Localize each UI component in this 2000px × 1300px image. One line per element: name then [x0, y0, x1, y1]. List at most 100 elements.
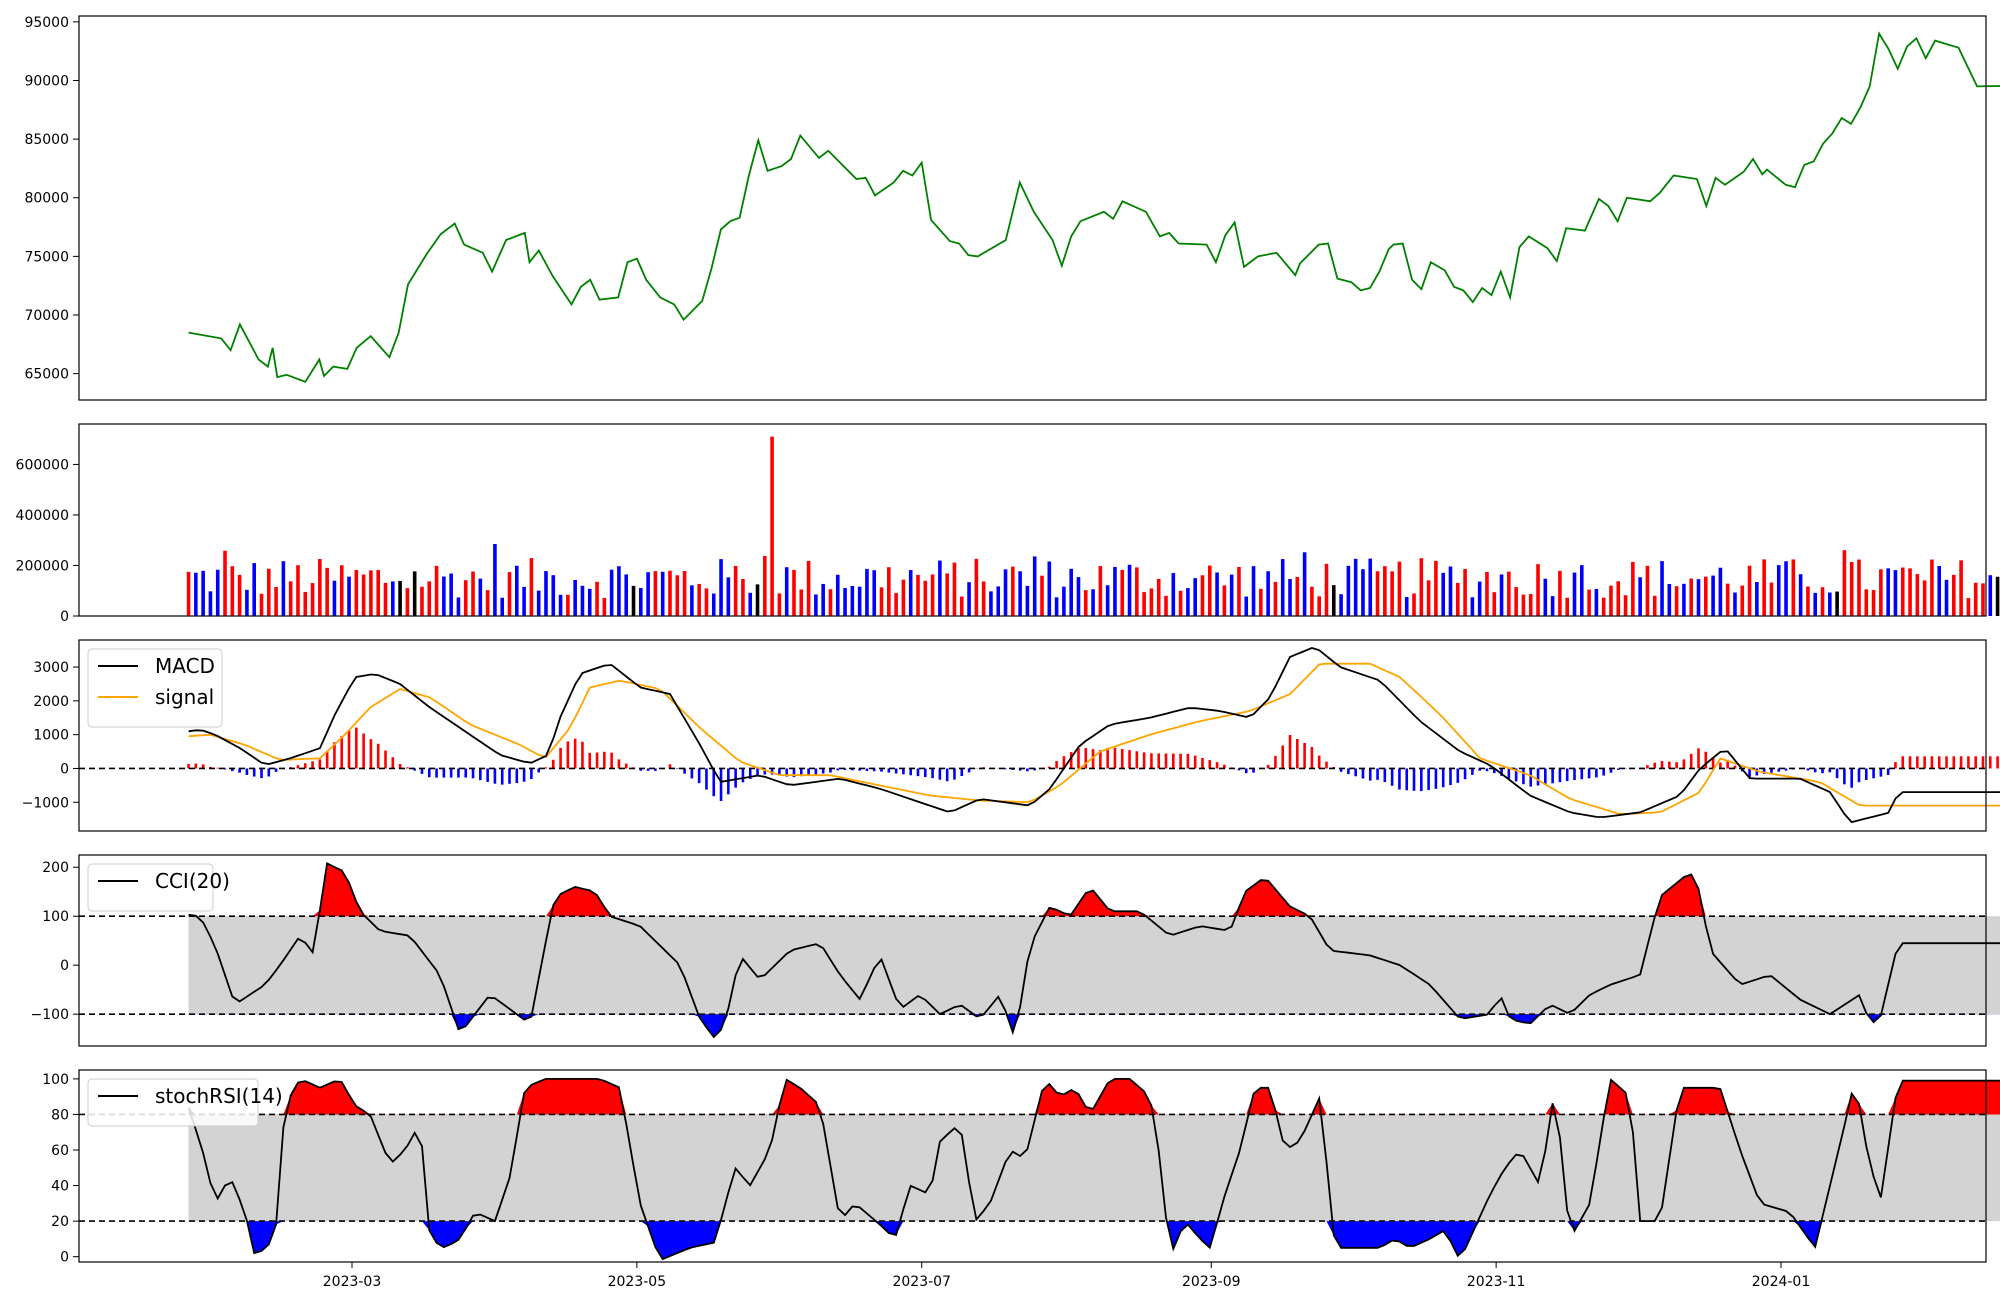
volume-bar [726, 577, 731, 616]
macd-histogram-bar [697, 768, 701, 784]
panel-3-frame [78, 639, 1987, 832]
volume-bar [369, 570, 373, 616]
volume-bar [442, 576, 446, 616]
macd-histogram-bar [1449, 768, 1452, 786]
y-tick-label: 0 [60, 761, 69, 777]
volume-bar [1528, 594, 1533, 616]
volume-bar [1609, 585, 1613, 616]
macd-histogram-bar [785, 768, 788, 777]
volume-bar [1164, 595, 1168, 616]
y-tick-label: 40 [51, 1179, 69, 1195]
macd-histogram-bar [1500, 768, 1503, 776]
volume-bar [1558, 570, 1562, 616]
volume-bar [916, 574, 920, 616]
macd-histogram-bar [231, 768, 234, 772]
volume-bar [1011, 566, 1015, 616]
macd-histogram-bar [1967, 756, 1970, 769]
volume-bar [405, 588, 410, 616]
volume-bar [1514, 587, 1518, 616]
macd-histogram-bar [748, 768, 752, 780]
volume-bar [1244, 596, 1249, 616]
volume-bar [1915, 574, 1920, 616]
macd-histogram-bar [690, 768, 694, 779]
volume-bar [186, 571, 191, 616]
y-tick-label: 60 [51, 1143, 69, 1159]
volume-bar [456, 597, 461, 616]
volume-bar [529, 558, 534, 616]
volume-bar [952, 562, 957, 616]
volume-bar [1441, 572, 1445, 616]
volume-bar [1908, 568, 1912, 616]
macd-histogram-bar [1784, 768, 1788, 771]
macd-histogram-bar [1412, 768, 1416, 791]
volume-bar [967, 582, 971, 616]
volume-bar [1266, 571, 1270, 616]
y-tick-label: 200 [42, 860, 69, 876]
macd-histogram-bar [1704, 751, 1708, 769]
volume-bar [1288, 579, 1292, 616]
macd-histogram [187, 727, 1999, 801]
macd-histogram-bar [1471, 768, 1474, 775]
macd-histogram-bar [1179, 753, 1182, 769]
panel-4-frame [78, 854, 1987, 1047]
stoch-line [187, 1078, 2000, 1261]
volume-bar [1361, 569, 1365, 616]
volume-bar [361, 574, 366, 616]
y-tick-label: 100 [42, 909, 69, 925]
volume-bar [879, 587, 884, 616]
macd-histogram-bar [639, 768, 643, 771]
volume-bar [1791, 559, 1796, 616]
macd-histogram-bar [347, 730, 351, 769]
volume-bar [434, 565, 439, 616]
macd-histogram-bar [1843, 768, 1846, 785]
volume-bar [1237, 566, 1241, 616]
volume-bar [1988, 575, 1993, 616]
macd-histogram-bar [245, 768, 249, 775]
volume-bar [1762, 559, 1766, 616]
volume-bar [792, 569, 796, 616]
y-tick-label: 0 [60, 958, 69, 974]
macd-histogram-bar [675, 768, 679, 769]
volume-bar [1135, 567, 1139, 616]
macd-histogram-bar [464, 768, 468, 778]
macd-histogram-bar [1303, 742, 1306, 769]
volume-bar [1572, 572, 1577, 616]
volume-bar [1331, 585, 1336, 616]
volume-bar [507, 572, 512, 616]
volume-bar [1280, 559, 1285, 616]
macd-histogram-bar [1069, 752, 1073, 769]
volume-bar [1740, 585, 1745, 616]
macd-histogram-bar [683, 768, 686, 774]
volume-bar [843, 588, 847, 616]
volume-bar [1251, 566, 1256, 616]
macd-histogram-bar [216, 767, 220, 769]
volume-bar [485, 590, 490, 616]
volume-bar [945, 573, 949, 616]
volume-bar [1696, 579, 1701, 616]
volume-bar [1689, 578, 1694, 616]
macd-histogram-bar [953, 768, 956, 780]
macd-histogram-bar [1916, 756, 1919, 769]
macd-histogram-bar [1813, 768, 1817, 773]
volume-bar [996, 586, 1001, 616]
cci-legend-box [87, 863, 214, 912]
macd-histogram-bar [325, 750, 329, 769]
y-tick-label: 600000 [16, 457, 69, 473]
volume-bar [390, 581, 395, 616]
volume-bar [1229, 574, 1234, 616]
volume-bar [989, 591, 993, 616]
macd-histogram-bar [712, 768, 716, 797]
macd-histogram-bar [1646, 765, 1649, 769]
volume-bar [201, 570, 205, 616]
volume-bar [566, 594, 570, 616]
macd-histogram-bar [1047, 766, 1051, 769]
macd-histogram-bar [1288, 735, 1292, 769]
volume-bar [398, 580, 402, 616]
macd-histogram-bar [1099, 750, 1102, 769]
macd-histogram-bar [1821, 768, 1824, 774]
volume-bar [1434, 560, 1438, 616]
volume-bar [1149, 588, 1154, 616]
volume-bar [646, 572, 650, 616]
volume-bar [259, 593, 264, 616]
macd-histogram-bar [1317, 755, 1321, 769]
